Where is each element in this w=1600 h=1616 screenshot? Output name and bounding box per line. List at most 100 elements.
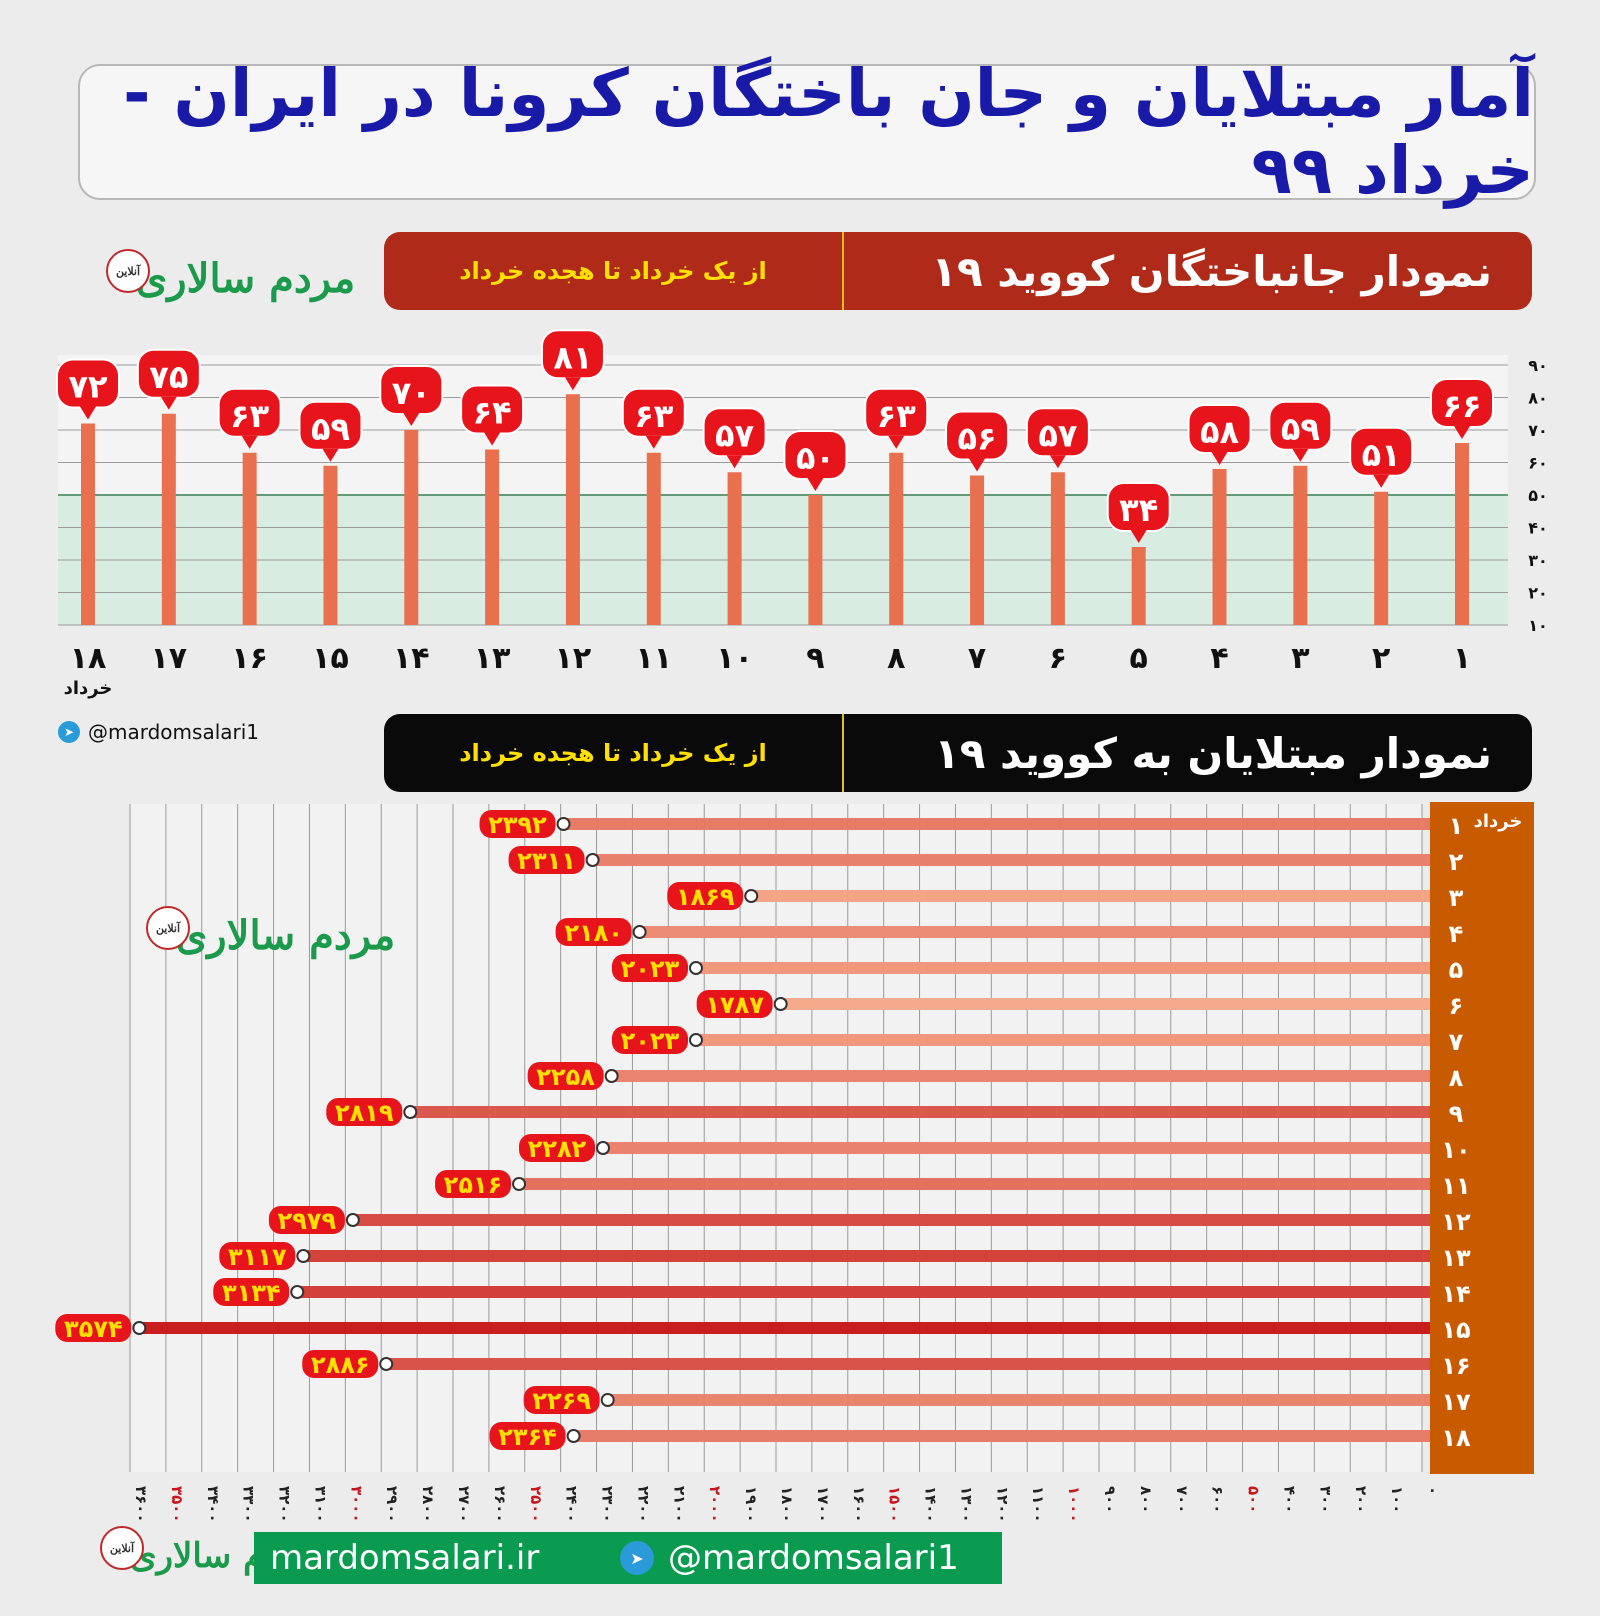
deaths-value-text: ۵۷ (1038, 416, 1078, 454)
cases-day-label: ۱۷ (1441, 1388, 1471, 1416)
cases-x-tick-label: ۳۱۰۰ (311, 1486, 329, 1523)
footer-telegram-text: @mardomsalari1 (668, 1538, 959, 1578)
deaths-value-label: ۶۳ (621, 387, 686, 449)
cases-value-label: ۲۸۸۶ (302, 1350, 379, 1379)
deaths-x-tick-label: ۱۱ (635, 641, 672, 676)
deaths-value-text: ۵۹ (1281, 410, 1320, 448)
cases-bar (519, 1178, 1430, 1190)
telegram-handle[interactable]: ➤ @mardomsalari1 (58, 720, 259, 744)
deaths-label-pointer (1049, 455, 1066, 469)
page-title: آمار مبتلایان و جان باختگان کرونا در ایر… (123, 55, 1534, 209)
deaths-label-pointer (1130, 530, 1147, 543)
cases-value-text: ۱۷۸۷ (705, 991, 764, 1019)
deaths-label-pointer (241, 435, 258, 449)
cases-value-label: ۳۱۳۴ (213, 1278, 290, 1307)
cases-x-tick-label: ۲۱۰۰ (670, 1486, 688, 1523)
deaths-y-tick-label: ۱۰ (1528, 616, 1548, 635)
cases-x-tick-label: ۲۲۰۰ (634, 1486, 652, 1523)
deaths-label-pointer (322, 448, 339, 462)
cases-x-tick-label: ۹۰۰ (1101, 1486, 1119, 1513)
deaths-subheading: از یک خرداد تا هجده خرداد (459, 257, 767, 285)
cases-day-label: ۶ (1449, 992, 1464, 1020)
deaths-bar (808, 495, 823, 625)
cases-x-tick-label: ۱۱۰۰ (1029, 1486, 1047, 1523)
deaths-value-label: ۶۶ (1430, 378, 1494, 439)
cases-label-bubble (326, 1098, 403, 1126)
cases-label-bubble (489, 1422, 566, 1450)
cases-label-bubble (696, 990, 773, 1018)
cases-bar (695, 1034, 1430, 1046)
cases-bar-endpoint (512, 1177, 527, 1191)
cases-bar (607, 1394, 1430, 1406)
deaths-value-text: ۵۱ (1362, 436, 1401, 474)
cases-value-label: ۲۵۱۶ (435, 1170, 512, 1199)
cases-day-column (1430, 802, 1534, 1474)
cases-value-label: ۲۳۹۲ (479, 810, 556, 839)
deaths-value-label: ۵۱ (1349, 426, 1414, 488)
cases-x-tick-label: ۳۳۰۰ (240, 1486, 258, 1523)
logo-name: مردم سالاری (136, 255, 356, 302)
cases-value-label: ۲۰۲۳ (611, 954, 688, 983)
deaths-value-text: ۵۹ (311, 410, 350, 448)
cases-bar-endpoint (688, 961, 703, 975)
cases-value-text: ۲۸۸۶ (311, 1351, 370, 1379)
deaths-value-label: ۵۸ (1187, 404, 1252, 465)
cases-label-bubble (302, 1350, 379, 1378)
cases-x-tick-label: ۷۰۰ (1173, 1486, 1191, 1513)
deaths-value-label: ۵۶ (945, 410, 1010, 472)
deaths-value-text: ۵۰ (796, 439, 835, 477)
cases-x-tick-label: ۱۲۰۰ (993, 1486, 1011, 1523)
deaths-bar (646, 452, 661, 625)
cases-bar (410, 1106, 1430, 1118)
deaths-x-tick-label: ۱۷ (151, 641, 188, 676)
cases-day-label: ۱۶ (1441, 1352, 1470, 1380)
cases-bar (297, 1286, 1431, 1298)
deaths-x-tick-label: ۱ (1453, 641, 1471, 676)
footer-telegram[interactable]: ➤ @mardomsalari1 (620, 1538, 959, 1578)
deaths-x-tick-label: ۵ (1130, 641, 1148, 676)
cases-x-tick-label: ۳۰۰۰ (347, 1486, 365, 1523)
deaths-y-tick-label: ۲۰ (1528, 584, 1548, 603)
cases-bar-endpoint (345, 1213, 360, 1227)
deaths-label-pointer (888, 435, 905, 449)
deaths-label-pointer (484, 432, 501, 446)
deaths-value-text: ۷۲ (68, 368, 108, 406)
deaths-value-label: ۵۹ (1268, 400, 1333, 462)
cases-value-label: ۲۹۷۹ (268, 1206, 345, 1235)
deaths-label-pointer (1292, 448, 1309, 462)
deaths-x-tick-label: ۳ (1291, 641, 1309, 676)
cases-bar (695, 962, 1430, 974)
deaths-value-label: ۵۷ (702, 407, 767, 469)
deaths-value-text: ۶۳ (230, 397, 270, 435)
deaths-bar (970, 475, 985, 625)
cases-x-tick-label: ۰ (1424, 1486, 1442, 1495)
cases-bar-endpoint (566, 1429, 581, 1443)
cases-label-bubble (611, 1026, 688, 1054)
deaths-label-pointer (726, 455, 743, 469)
cases-bar-endpoint (290, 1285, 305, 1299)
cases-day-label: ۵ (1449, 956, 1464, 984)
cases-day-label: ۹ (1449, 1100, 1464, 1128)
cases-value-label: ۲۲۸۲ (519, 1134, 596, 1163)
cases-x-tick-label: ۱۷۰۰ (814, 1486, 832, 1523)
deaths-label-pointer (1373, 474, 1390, 488)
cases-bar (611, 1070, 1430, 1082)
logo-top: مردم سالاری آنلاین (106, 249, 355, 302)
deaths-y-tick-label: ۴۰ (1528, 519, 1548, 538)
cases-bar-endpoint (296, 1249, 311, 1263)
deaths-bar (1293, 465, 1308, 625)
deaths-bar (1374, 491, 1389, 625)
cases-label-bubble (508, 846, 585, 874)
cases-value-label: ۱۸۶۹ (667, 882, 744, 911)
deaths-month-label: خرداد (64, 678, 113, 699)
cases-x-tick-label: ۱۹۰۰ (742, 1486, 760, 1523)
cases-x-tick-label: ۳۰۰ (1316, 1486, 1334, 1513)
cases-value-text: ۳۱۳۴ (222, 1279, 281, 1307)
cases-subheading: از یک خرداد تا هجده خرداد (459, 739, 767, 767)
cases-bar (592, 854, 1430, 866)
deaths-x-tick-label: ۱۸ (70, 641, 107, 676)
deaths-bar (485, 449, 500, 625)
cases-label-bubble (527, 1062, 604, 1090)
deaths-bar (565, 394, 580, 625)
website-link[interactable]: mardomsalari.ir (270, 1538, 540, 1578)
